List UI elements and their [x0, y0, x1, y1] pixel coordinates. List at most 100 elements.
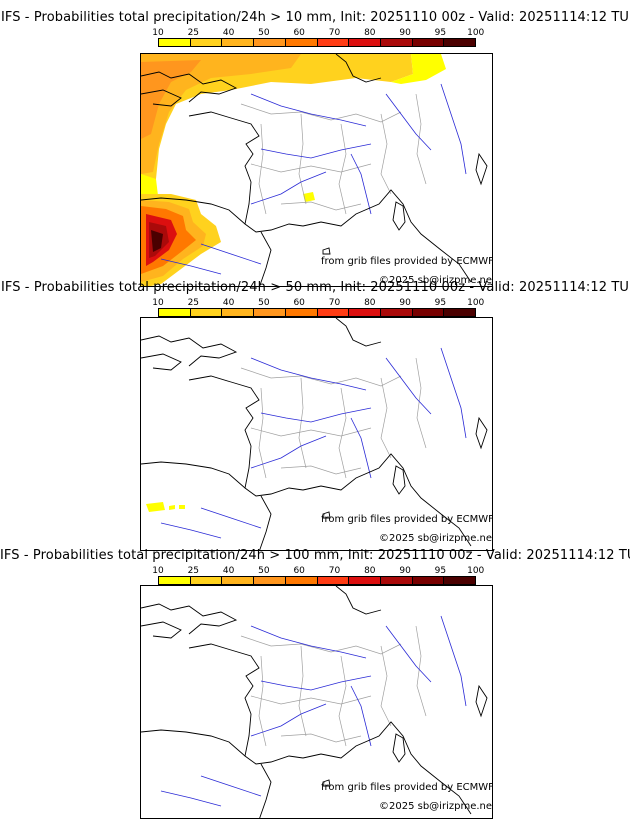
- probability-area-10: [303, 192, 315, 202]
- coastline-line: [302, 189, 472, 283]
- coastline-line: [188, 111, 304, 233]
- rivers-layer: [160, 83, 467, 275]
- panel-title: IFS - Probabilities total precipitation/…: [0, 10, 630, 25]
- colorbar-segment: [190, 39, 223, 46]
- colorbar: [158, 576, 476, 585]
- colorbar-segment: [444, 39, 476, 46]
- rivers-line: [385, 625, 432, 683]
- borders-line: [338, 123, 347, 215]
- rivers-line: [260, 407, 372, 423]
- colorbar-segment: [412, 39, 445, 46]
- colorbar-label: 80: [364, 298, 376, 308]
- rivers-line: [385, 93, 432, 151]
- colorbar-segment: [254, 577, 286, 584]
- colorbar-segment: [285, 39, 318, 46]
- colorbar-segment: [254, 309, 286, 316]
- borders-layer: [240, 625, 427, 747]
- borders-line: [380, 113, 392, 195]
- borders-line: [415, 625, 427, 717]
- coastline-line: [302, 721, 472, 815]
- copyright-credit: ©2025 sb@irizpme.net: [379, 533, 493, 544]
- borders-line: [338, 655, 347, 747]
- rivers-line: [385, 357, 432, 415]
- colorbar-segment: [222, 39, 255, 46]
- map-canvas: [141, 318, 488, 550]
- colorbar-label: 25: [187, 28, 200, 38]
- colorbar-segment: [412, 577, 445, 584]
- borders-line: [415, 93, 427, 185]
- rivers-line: [250, 93, 367, 127]
- colorbar-segment: [190, 577, 223, 584]
- coastline-line: [141, 461, 246, 489]
- coastline-layer: [141, 586, 488, 818]
- colorbar-segment: [159, 39, 191, 46]
- probability-fill-layer: [146, 502, 185, 512]
- borders-line: [380, 645, 392, 727]
- colorbar-label: 95: [434, 566, 447, 576]
- colorbar-label: 60: [293, 28, 305, 38]
- colorbar-label: 95: [434, 28, 447, 38]
- rivers-line: [440, 83, 467, 175]
- colorbar-label: 90: [399, 28, 411, 38]
- copyright-credit: ©2025 sb@irizpme.net: [379, 275, 493, 286]
- coastline-line: [141, 729, 246, 757]
- colorbar-segment: [159, 577, 191, 584]
- colorbar-label: 100: [467, 566, 485, 576]
- rivers-line: [250, 703, 327, 737]
- rivers-line: [350, 685, 372, 747]
- coastline-line: [475, 416, 488, 450]
- coastline-line: [259, 495, 272, 550]
- colorbar-segment: [222, 577, 255, 584]
- colorbar-label: 40: [222, 566, 235, 576]
- colorbar-segment: [159, 309, 191, 316]
- colorbar-label: 10: [152, 298, 164, 308]
- rivers-line: [260, 675, 372, 691]
- colorbar-segment: [444, 309, 476, 316]
- coastline-line: [475, 152, 488, 186]
- colorbar-segment: [380, 309, 413, 316]
- colorbar-label: 80: [364, 566, 376, 576]
- probability-area-25: [141, 54, 413, 184]
- colorbar-label: 60: [293, 566, 305, 576]
- source-credit: from grib files provided by ECMWF: [321, 782, 493, 793]
- probability-area-100: [151, 230, 163, 252]
- coastline-line: [188, 643, 304, 765]
- colorbar-label: 100: [467, 298, 485, 308]
- borders-line: [298, 377, 307, 469]
- colorbar-segment: [254, 39, 286, 46]
- rivers-line: [200, 243, 262, 265]
- colorbar-label: 40: [222, 28, 235, 38]
- coastline-line: [141, 603, 238, 635]
- probability-area-10: [391, 54, 446, 84]
- borders-line: [298, 645, 307, 737]
- map-panel-100mm: IFS - Probabilities total precipitation/…: [0, 548, 630, 819]
- borders-line: [298, 113, 307, 205]
- probability-area-40: [141, 54, 301, 174]
- coastline-line: [475, 684, 488, 718]
- rivers-line: [440, 615, 467, 707]
- colorbar-segment: [412, 309, 445, 316]
- colorbar-segment: [349, 577, 381, 584]
- coastline-line: [392, 465, 406, 495]
- rivers-line: [160, 790, 222, 807]
- colorbar-label: 10: [152, 28, 164, 38]
- borders-line: [280, 465, 362, 475]
- panel-title: IFS - Probabilities total precipitation/…: [0, 548, 630, 563]
- colorbar-label: 70: [328, 566, 341, 576]
- colorbar: [158, 38, 476, 47]
- colorbar-label: 25: [187, 298, 200, 308]
- borders-line: [380, 377, 392, 459]
- rivers-line: [250, 625, 367, 659]
- rivers-layer: [160, 347, 467, 539]
- colorbar-label: 90: [399, 566, 411, 576]
- coastline-line: [392, 733, 406, 763]
- coastline-line: [141, 621, 182, 639]
- coastline-line: [141, 89, 182, 107]
- colorbar-segment: [349, 309, 381, 316]
- colorbar-label: 90: [399, 298, 411, 308]
- coastline-layer: [141, 318, 488, 550]
- colorbar-segment: [380, 39, 413, 46]
- map-panel-10mm: IFS - Probabilities total precipitation/…: [0, 10, 630, 287]
- coastline-line: [335, 54, 382, 83]
- colorbar-label: 95: [434, 298, 447, 308]
